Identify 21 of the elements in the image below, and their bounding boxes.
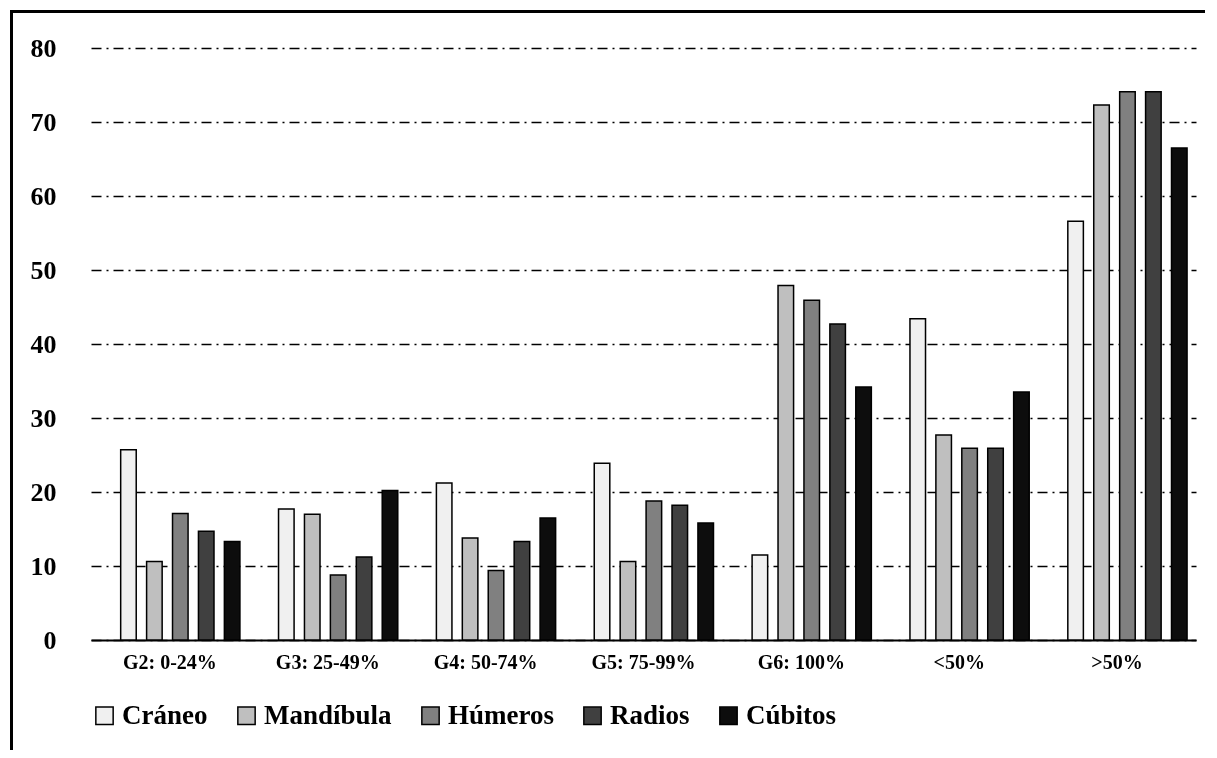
y-tick-label: 20 bbox=[30, 477, 57, 507]
x-tick-label: G2: 0-24% bbox=[122, 650, 217, 673]
legend-label: Mandíbula bbox=[264, 699, 393, 730]
legend-label: Radios bbox=[610, 699, 690, 730]
legend-label: Cráneo bbox=[122, 699, 208, 730]
legend-label: Húmeros bbox=[448, 699, 554, 730]
y-tick-label: 40 bbox=[30, 329, 57, 359]
x-tick-label: G3: 25-49% bbox=[275, 650, 380, 673]
y-tick-label: 50 bbox=[30, 255, 57, 285]
y-tick-label: 60 bbox=[30, 181, 57, 211]
y-tick-label: 30 bbox=[30, 403, 57, 433]
x-tick-label: <50% bbox=[933, 650, 985, 673]
y-tick-label: 80 bbox=[30, 33, 57, 63]
y-tick-label: 70 bbox=[30, 107, 57, 137]
x-tick-label: G6: 100% bbox=[757, 650, 845, 673]
x-tick-label: G4: 50-74% bbox=[433, 650, 538, 673]
x-tick-label: G5: 75-99% bbox=[591, 650, 696, 673]
x-tick-label: >50% bbox=[1091, 650, 1143, 673]
y-tick-label: 10 bbox=[30, 551, 57, 581]
y-tick-label: 0 bbox=[43, 625, 57, 655]
legend-label: Cúbitos bbox=[746, 699, 837, 730]
